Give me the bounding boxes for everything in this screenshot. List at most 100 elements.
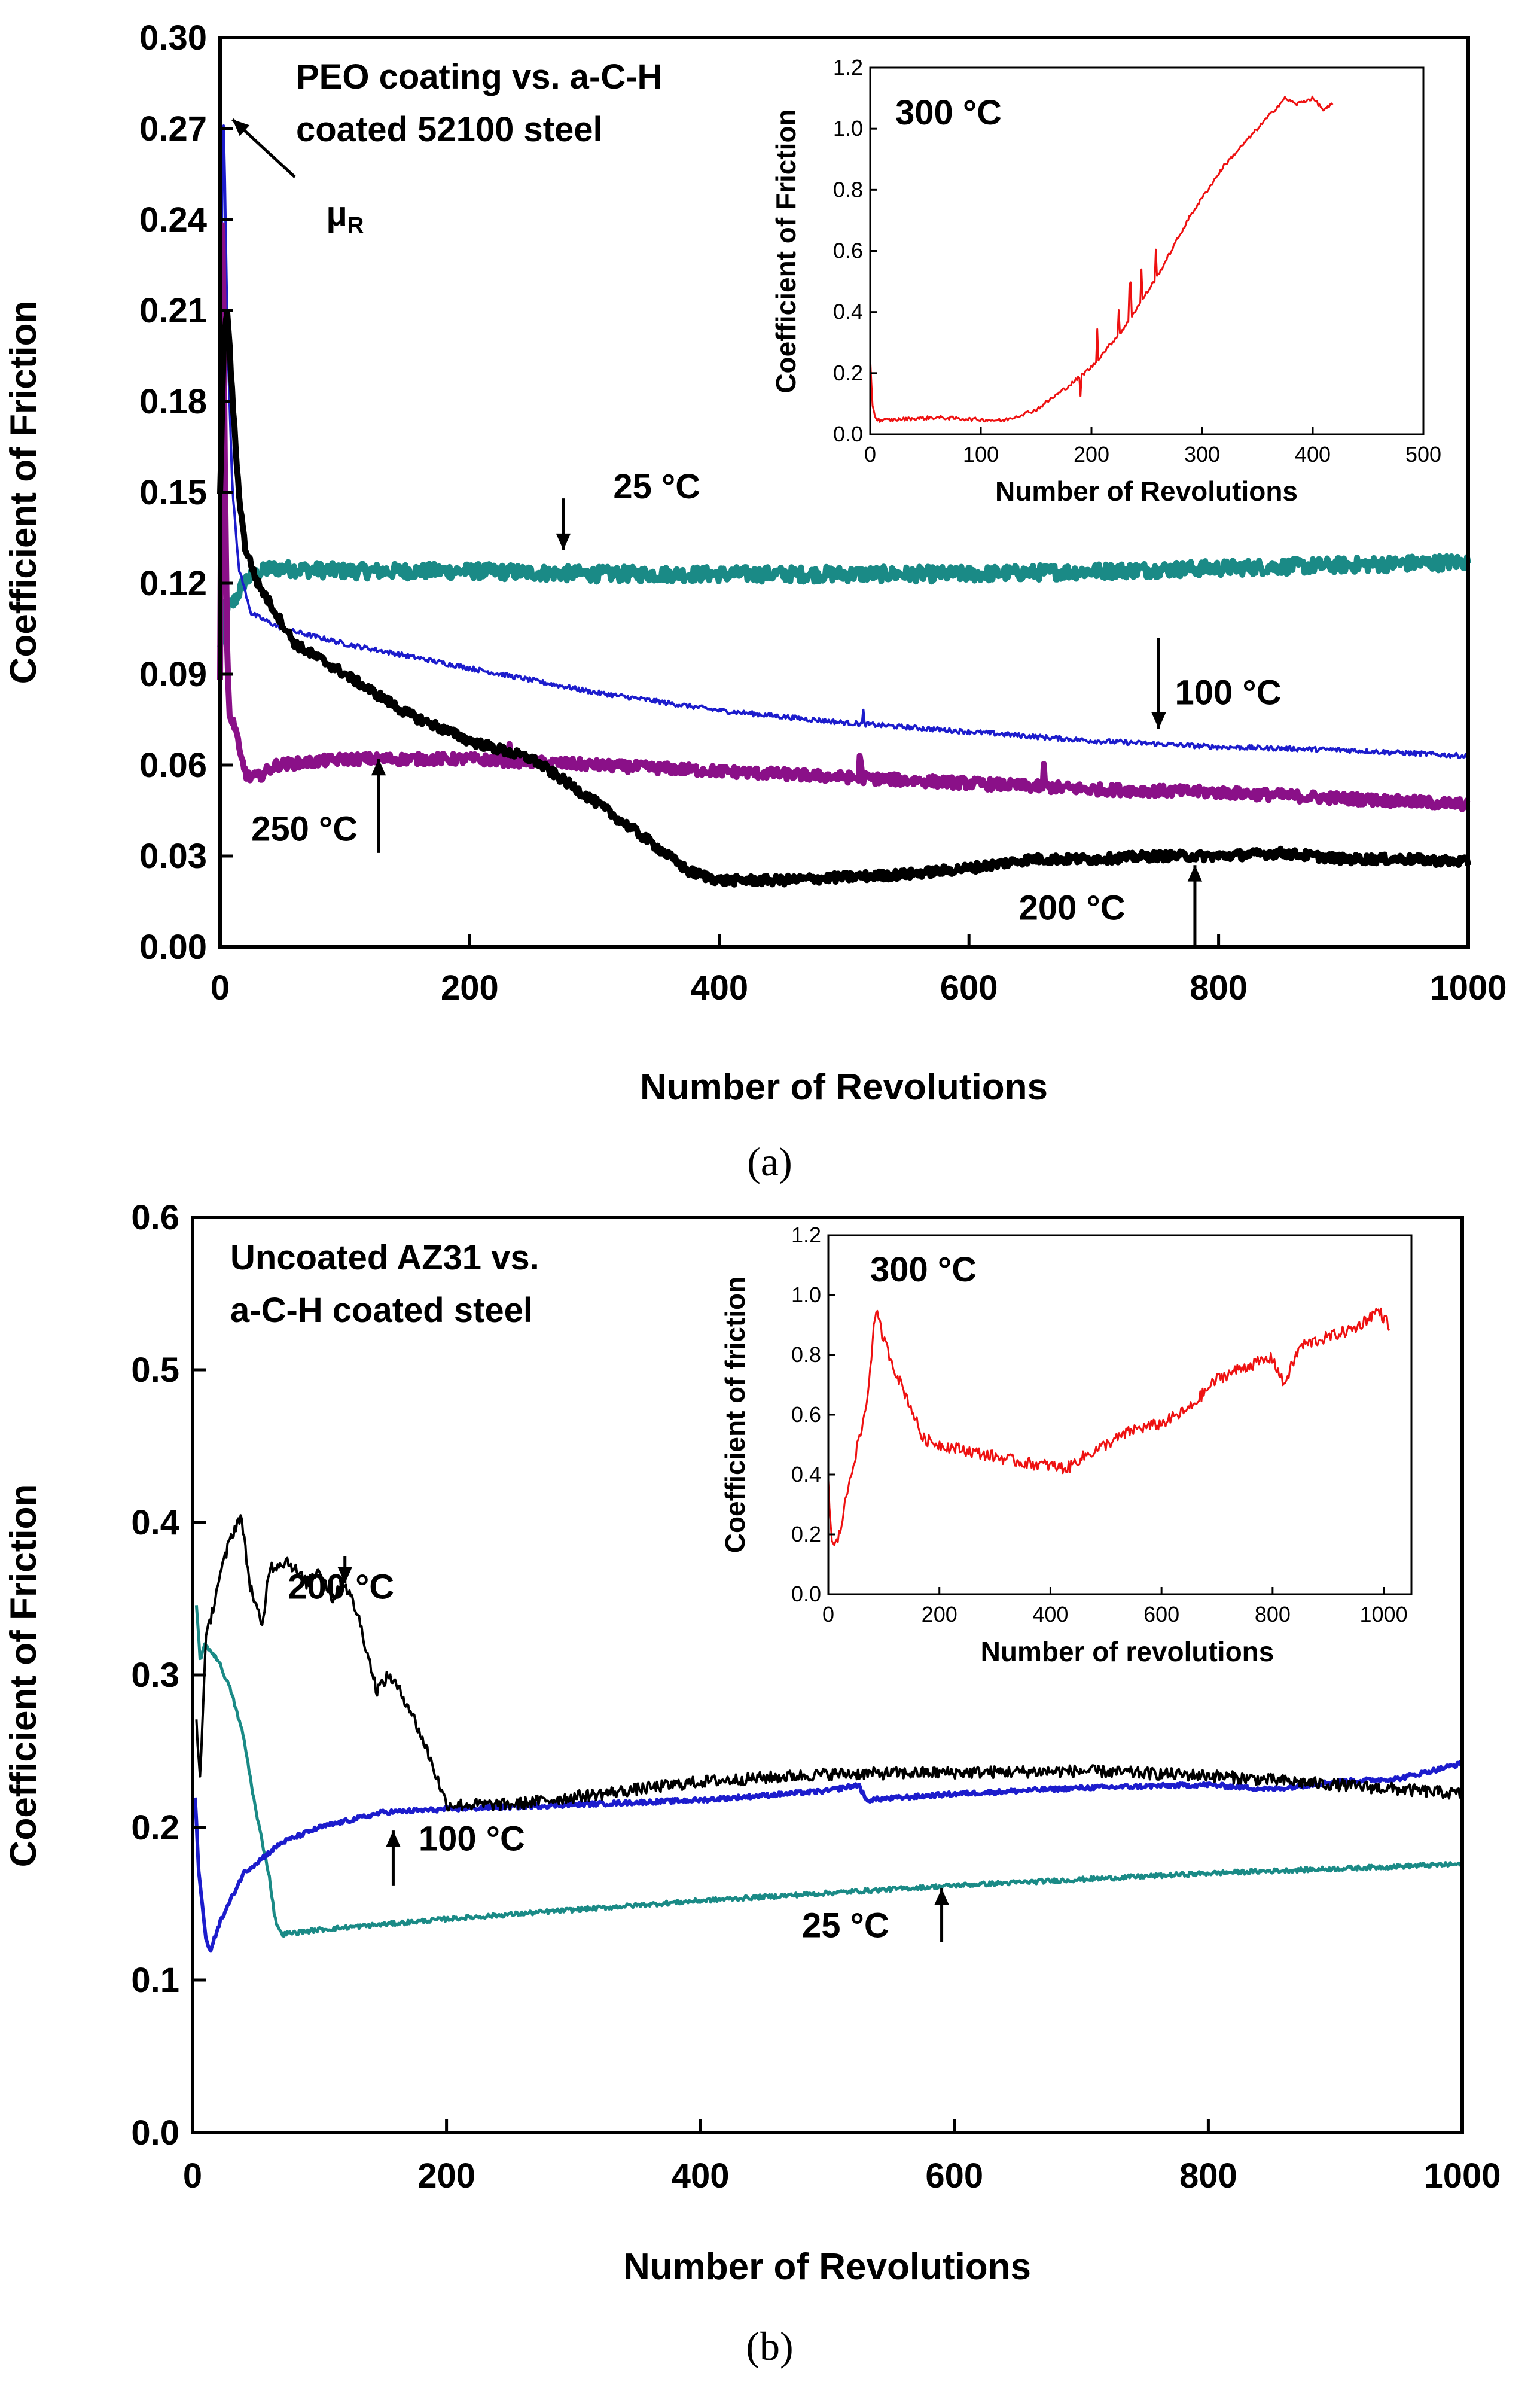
inset-b-x-label: Number of revolutions bbox=[981, 1636, 1274, 1667]
b-inset-ytick-label: 1.2 bbox=[791, 1223, 821, 1247]
b-series-200-c bbox=[195, 1514, 1463, 1812]
a-ytick-label: 0.12 bbox=[139, 564, 207, 603]
a-ytick-label: 0.18 bbox=[139, 382, 207, 421]
panel-a: 0.000.030.060.090.120.150.180.210.240.27… bbox=[3, 19, 1507, 1184]
a-ytick-label: 0.21 bbox=[139, 291, 207, 330]
b-xtick-label: 0 bbox=[183, 2156, 202, 2195]
chart-title-b-line1: Uncoated AZ31 vs. bbox=[230, 1238, 539, 1277]
inset-a-title: 300 °C bbox=[895, 93, 1002, 132]
b-ytick-label: 0.2 bbox=[131, 1808, 179, 1847]
inset-a-y-label: Coefficient of Friction bbox=[770, 109, 801, 393]
a-inset-ytick-label: 1.2 bbox=[833, 55, 863, 80]
a-ytick-label: 0.24 bbox=[139, 200, 207, 239]
caption-b: (b) bbox=[746, 2323, 793, 2369]
x-axis-label-a: Number of Revolutions bbox=[640, 1067, 1048, 1108]
b-arrowhead-25-c bbox=[934, 1888, 949, 1905]
b-xtick-label: 600 bbox=[925, 2156, 983, 2195]
b-ytick-label: 0.3 bbox=[131, 1656, 179, 1695]
a-xtick-label: 200 bbox=[441, 968, 499, 1007]
chart-title-b-line2: a-C-H coated steel bbox=[230, 1291, 533, 1330]
inset-b: 0.00.20.40.60.81.01.2 0 200 400 600 800 1000 … bbox=[719, 1223, 1413, 1667]
b-xtick-label: 400 bbox=[672, 2156, 730, 2195]
b-arrowhead-100-c bbox=[386, 1830, 401, 1847]
a-inset-xtick-label: 0 bbox=[864, 442, 876, 467]
b-inset-series-300-c bbox=[827, 1307, 1390, 1546]
b-series-25-c bbox=[194, 1605, 1464, 1938]
y-axis-label-b: Coefficient of Friction bbox=[3, 1484, 44, 1868]
b-inset-ytick-label: 0.4 bbox=[791, 1462, 821, 1487]
chart-title-a-line2: coated 52100 steel bbox=[296, 110, 603, 149]
panel-b: 0.00.10.20.30.40.50.6 0 200 400 600 800 1000 … bbox=[3, 1198, 1501, 2369]
a-annotation-25-c: 25 °C bbox=[613, 467, 700, 506]
a-arrowhead-250-c bbox=[371, 759, 386, 776]
a-arrowhead-200-c bbox=[1187, 865, 1203, 882]
a-ytick-label: 0.00 bbox=[139, 928, 207, 967]
a-inset-ytick-label: 0.6 bbox=[833, 239, 863, 263]
a-series-250-c bbox=[217, 222, 1471, 812]
a-xtick-label: 600 bbox=[940, 968, 998, 1007]
b-inset-ytick-label: 1.0 bbox=[791, 1283, 821, 1307]
b-xtick-label: 800 bbox=[1179, 2156, 1237, 2195]
b-inset-ytick-label: 0.0 bbox=[791, 1582, 821, 1606]
b-ytick-label: 0.5 bbox=[131, 1351, 179, 1390]
a-xtick-label: 1000 bbox=[1429, 968, 1507, 1007]
a-annotation-200-c: 200 °C bbox=[1019, 888, 1126, 927]
a-arrowhead-100-c bbox=[1151, 712, 1166, 729]
a-xtick-label: 0 bbox=[211, 968, 230, 1007]
b-inset-xtick-label: 200 bbox=[922, 1602, 957, 1626]
a-ytick-label: 0.03 bbox=[139, 837, 207, 876]
a-ytick-label: 0.06 bbox=[139, 746, 207, 785]
b-inset-xtick-label: 400 bbox=[1032, 1602, 1068, 1626]
inset-a-x-label: Number of Revolutions bbox=[995, 476, 1298, 507]
b-inset-xtick-label: 1000 bbox=[1360, 1602, 1408, 1626]
a-series-200-c bbox=[217, 309, 1471, 888]
chart-title-a-line1: PEO coating vs. a-C-H bbox=[296, 57, 662, 96]
inset-a-background bbox=[870, 68, 1423, 434]
a-inset-ytick-label: 0.8 bbox=[833, 177, 863, 202]
b-ytick-label: 0.0 bbox=[131, 2113, 179, 2152]
b-xtick-label: 1000 bbox=[1423, 2156, 1501, 2195]
caption-a: (a) bbox=[747, 1139, 792, 1184]
inset-a: 0.0 0.2 0.4 0.6 0.8 1.0 1.2 0 100 200 300 400 500 C… bbox=[770, 55, 1441, 507]
inset-b-y-label: Coefficient of friction bbox=[719, 1277, 751, 1554]
inset-b-background bbox=[828, 1235, 1411, 1594]
a-inset-ytick-label: 0.2 bbox=[833, 361, 863, 385]
b-inset-ytick-label: 0.8 bbox=[791, 1342, 821, 1367]
y-axis-label-a: Coefficient of Friction bbox=[3, 301, 44, 684]
b-xtick-label: 200 bbox=[417, 2156, 475, 2195]
a-arrowhead-25-c bbox=[556, 533, 571, 550]
b-arrowhead-200-c bbox=[337, 1567, 352, 1583]
a-inset-xtick-label: 400 bbox=[1295, 442, 1331, 467]
b-ytick-label: 0.1 bbox=[131, 1961, 179, 2000]
b-annotation-100-c: 100 °C bbox=[419, 1819, 525, 1858]
b-ytick-label: 0.6 bbox=[131, 1198, 179, 1237]
a-ytick-label: 0.09 bbox=[139, 655, 207, 694]
a-inset-xtick-label: 200 bbox=[1074, 442, 1109, 467]
a-annotation-: μR bbox=[326, 194, 364, 238]
x-axis-label-b: Number of Revolutions bbox=[623, 2246, 1031, 2287]
a-inset-ytick-label: 1.0 bbox=[833, 116, 863, 141]
a-inset-xtick-label: 300 bbox=[1184, 442, 1220, 467]
a-xtick-label: 800 bbox=[1190, 968, 1248, 1007]
b-annotation-25-c: 25 °C bbox=[802, 1906, 889, 1945]
inset-b-title: 300 °C bbox=[870, 1250, 977, 1289]
a-inset-xtick-label: 100 bbox=[963, 442, 999, 467]
a-inset-ytick-label: 0.0 bbox=[833, 422, 863, 446]
b-inset-xtick-label: 800 bbox=[1255, 1602, 1291, 1626]
b-inset-xtick-label: 0 bbox=[822, 1602, 834, 1626]
a-annotation-100-c: 100 °C bbox=[1175, 674, 1282, 712]
b-series-100-c bbox=[193, 1760, 1464, 1953]
a-series-100-c bbox=[219, 124, 1469, 759]
a-xtick-label: 400 bbox=[690, 968, 748, 1007]
b-inset-ytick-label: 0.6 bbox=[791, 1402, 821, 1427]
b-inset-xtick-label: 600 bbox=[1143, 1602, 1179, 1626]
a-ytick-label: 0.27 bbox=[139, 109, 207, 148]
a-inset-ytick-label: 0.4 bbox=[833, 300, 863, 324]
a-inset-series-300-c bbox=[869, 95, 1334, 423]
b-ytick-label: 0.4 bbox=[131, 1503, 179, 1542]
a-ytick-label: 0.30 bbox=[139, 19, 207, 57]
a-ytick-label: 0.15 bbox=[139, 473, 207, 512]
a-series-25-c bbox=[217, 553, 1471, 648]
b-inset-ytick-label: 0.2 bbox=[791, 1522, 821, 1546]
